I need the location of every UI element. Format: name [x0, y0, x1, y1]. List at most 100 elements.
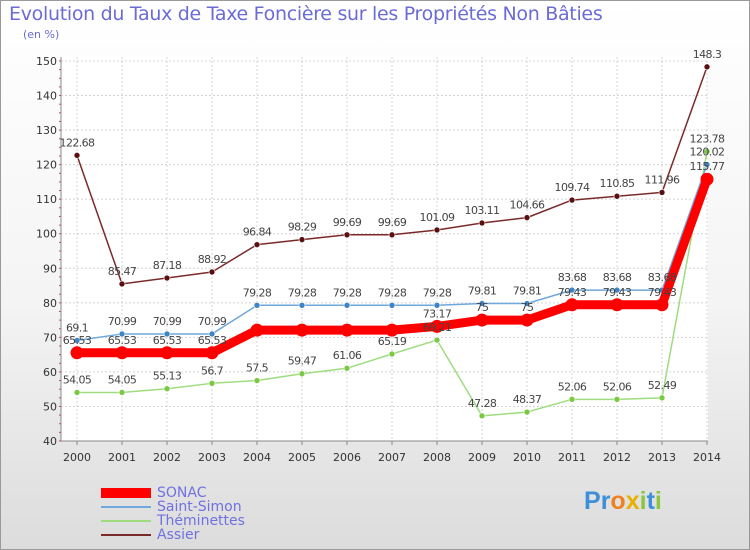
data-label: 83.68 — [603, 271, 632, 284]
x-tick-label: 2005 — [288, 451, 316, 464]
data-label: 79.28 — [423, 286, 452, 299]
data-point — [298, 236, 306, 243]
data-label: 69.1 — [66, 321, 88, 334]
data-label: 69.21 — [423, 321, 452, 334]
data-point — [388, 231, 396, 239]
data-point — [295, 323, 309, 337]
data-point — [343, 364, 351, 372]
data-point — [73, 337, 81, 344]
data-label: 120.02 — [690, 146, 725, 159]
x-tick-label: 2011 — [558, 451, 586, 464]
data-point — [703, 161, 711, 168]
data-label: 61.06 — [333, 349, 362, 362]
data-point — [703, 148, 711, 155]
y-tick-label: 60 — [43, 366, 57, 379]
data-point — [520, 313, 534, 327]
x-tick-label: 2012 — [603, 451, 631, 464]
data-label: 79.81 — [468, 284, 497, 297]
x-tick-label: 2000 — [63, 451, 91, 464]
x-tick-label: 2009 — [468, 451, 496, 464]
y-tick-label: 50 — [43, 400, 57, 413]
data-label: 65.19 — [378, 335, 407, 348]
legend-label: Saint-Simon — [157, 499, 242, 515]
data-point — [118, 330, 126, 338]
data-point — [388, 302, 396, 309]
data-label: 48.37 — [513, 393, 542, 406]
data-point — [568, 196, 576, 204]
data-label: 99.69 — [333, 216, 362, 229]
data-label: 87.18 — [153, 259, 182, 272]
x-tick-label: 2002 — [153, 451, 181, 464]
y-tick-label: 140 — [36, 90, 57, 103]
data-point — [613, 396, 621, 403]
logo-letter: i — [639, 487, 647, 515]
data-label: 52.06 — [558, 380, 587, 393]
data-point — [700, 172, 714, 186]
y-tick-label: 40 — [43, 435, 57, 448]
chart-unit-label: (en %) — [23, 28, 60, 41]
data-point — [253, 241, 261, 248]
logo-letter: r — [600, 487, 611, 515]
x-tick-label: 2003 — [198, 451, 226, 464]
data-point — [613, 192, 621, 200]
data-point — [208, 330, 216, 338]
data-point — [163, 385, 171, 393]
data-label: 79.43 — [648, 286, 677, 299]
legend-swatch — [101, 534, 151, 536]
y-tick-label: 80 — [43, 297, 57, 310]
data-point — [613, 286, 621, 294]
data-point — [568, 286, 576, 294]
data-label: 65.53 — [108, 334, 137, 347]
data-label: 65.53 — [198, 334, 227, 347]
data-label: 83.68 — [558, 271, 587, 284]
y-tick-label: 150 — [36, 55, 57, 68]
data-label: 65.53 — [153, 334, 182, 347]
data-point — [523, 408, 531, 416]
y-tick-label: 70 — [43, 331, 57, 344]
data-point — [250, 323, 264, 337]
data-label: 122.68 — [60, 136, 95, 149]
logo-letter: x — [625, 487, 640, 515]
data-label: 110.85 — [600, 177, 635, 190]
data-point — [163, 274, 171, 282]
data-point — [340, 323, 354, 337]
data-point — [70, 346, 84, 360]
data-point — [73, 152, 81, 159]
data-point — [478, 300, 486, 307]
data-label: 101.09 — [420, 211, 455, 224]
data-label: 83.68 — [648, 271, 677, 284]
proxiti-logo: Proxiti — [584, 487, 662, 516]
data-point — [475, 313, 489, 327]
data-label: 79.28 — [243, 286, 272, 299]
data-point — [160, 346, 174, 360]
data-label: 103.11 — [465, 204, 500, 217]
x-tick-label: 2004 — [243, 451, 271, 464]
data-label: 85.47 — [108, 265, 137, 278]
data-point — [703, 63, 711, 71]
y-tick-label: 110 — [36, 193, 57, 206]
logo-letter: o — [610, 487, 626, 515]
data-point — [298, 370, 306, 378]
data-label: 79.43 — [558, 286, 587, 299]
data-point — [433, 226, 441, 234]
data-label: 70.99 — [108, 315, 137, 328]
data-point — [385, 323, 399, 337]
data-label: 79.81 — [513, 284, 542, 297]
data-point — [523, 214, 531, 221]
data-point — [298, 302, 306, 309]
legend-label: Assier — [157, 527, 200, 543]
x-tick-label: 2014 — [693, 451, 721, 464]
x-tick-label: 2001 — [108, 451, 136, 464]
data-label: 57.5 — [246, 362, 269, 375]
data-label: 109.74 — [555, 181, 590, 194]
x-tick-label: 2010 — [513, 451, 541, 464]
data-label: 75 — [521, 301, 534, 314]
y-tick-label: 130 — [36, 124, 57, 137]
data-point — [118, 280, 126, 288]
x-tick-label: 2013 — [648, 451, 676, 464]
data-point — [478, 412, 486, 420]
data-label: 111.96 — [645, 173, 680, 186]
logo-letter: P — [584, 487, 601, 515]
data-point — [433, 302, 441, 309]
